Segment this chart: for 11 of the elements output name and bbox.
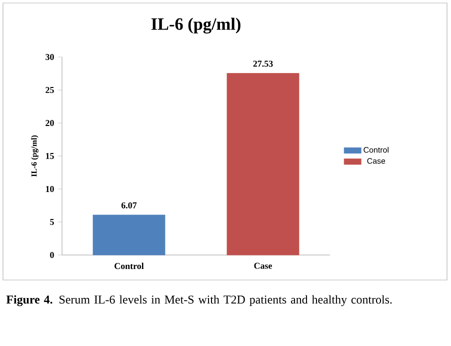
y-tick-label: 5 <box>50 219 54 225</box>
y-tick-label: 25 <box>46 86 54 94</box>
y-tick-label: 15 <box>46 153 54 160</box>
y-tick-label: 30 <box>46 54 54 60</box>
data-label: 27.53 <box>253 60 273 67</box>
y-tick-label: 20 <box>46 120 54 126</box>
y-tick-label: 0 <box>50 252 54 258</box>
y-tick-label: 10 <box>46 186 54 192</box>
chart-title: IL-6 (pg/ml) <box>151 18 240 34</box>
data-label: 6.07 <box>121 202 137 208</box>
text: Figure 4. Serum IL-6 levels in Met-S with T2D patients and healthy controls. <box>6 295 392 306</box>
